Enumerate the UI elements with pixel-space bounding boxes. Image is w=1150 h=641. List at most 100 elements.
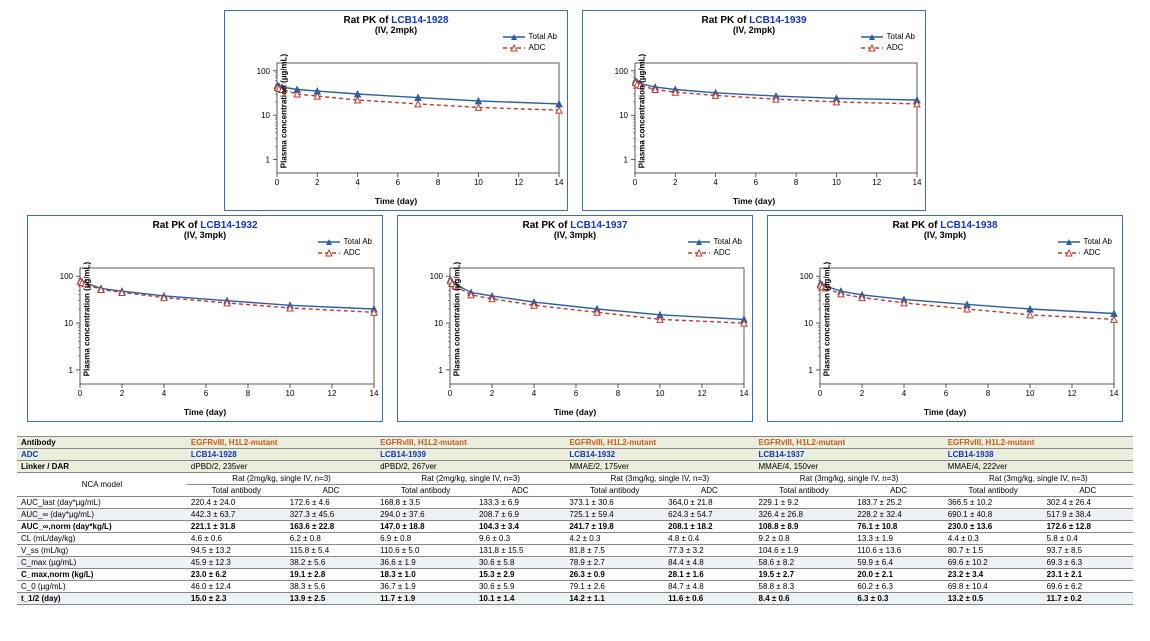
svg-text:4: 4 — [713, 178, 718, 187]
svg-text:1: 1 — [809, 366, 814, 375]
panel-inner: Rat PK of LCB14-1928 (IV, 2mpk) Total Ab… — [225, 11, 567, 210]
pk-summary-table: AntibodyEGFRvIII, H1L2-mutantEGFRvIII, H… — [17, 436, 1133, 605]
svg-text:4: 4 — [355, 178, 360, 187]
chart-row-top: Rat PK of LCB14-1928 (IV, 2mpk) Total Ab… — [0, 10, 1150, 211]
legend-totalab: Total Ab — [529, 31, 557, 42]
pk-chart-panel: Rat PK of LCB14-1937 (IV, 3mpk) Total Ab… — [397, 215, 753, 422]
x-axis-label: Time (day) — [225, 196, 567, 210]
table-row: AUC_∞,norm (day*kg/L)221.1 ± 31.8163.6 ±… — [17, 521, 1133, 533]
svg-text:1: 1 — [624, 156, 629, 165]
svg-text:10: 10 — [656, 389, 665, 398]
panel-inner: Rat PK of LCB14-1938 (IV, 3mpk) Total Ab… — [768, 216, 1122, 421]
svg-text:0: 0 — [448, 389, 453, 398]
svg-text:100: 100 — [60, 272, 74, 281]
svg-text:6: 6 — [754, 178, 759, 187]
svg-text:0: 0 — [78, 389, 83, 398]
legend-adc: ADC — [1084, 247, 1101, 258]
pk-chart-panel: Rat PK of LCB14-1938 (IV, 3mpk) Total Ab… — [767, 215, 1123, 422]
chart-title: Rat PK of LCB14-1939 — [583, 11, 925, 26]
svg-text:8: 8 — [986, 389, 991, 398]
chart-legend: Total Ab ADC — [861, 31, 915, 53]
table-row: C_max,norm (kg/L)23.0 ± 6.219.1 ± 2.818.… — [17, 569, 1133, 581]
svg-text:100: 100 — [430, 272, 444, 281]
svg-text:12: 12 — [328, 389, 337, 398]
x-axis-label: Time (day) — [583, 196, 925, 210]
pk-chart-panel: Rat PK of LCB14-1928 (IV, 2mpk) Total Ab… — [224, 10, 568, 211]
svg-text:14: 14 — [913, 178, 922, 187]
pk-chart-panel: Rat PK of LCB14-1939 (IV, 2mpk) Total Ab… — [582, 10, 926, 211]
svg-text:8: 8 — [616, 389, 621, 398]
table-row: CL (mL/day/kg)4.6 ± 0.66.2 ± 0.86.9 ± 0.… — [17, 533, 1133, 545]
svg-text:2: 2 — [490, 389, 495, 398]
x-axis-label: Time (day) — [28, 407, 382, 421]
table-row: AUC_∞ (day*µg/mL)442.3 ± 63.7327.3 ± 45.… — [17, 509, 1133, 521]
svg-text:10: 10 — [286, 389, 295, 398]
chart-legend: Total Ab ADC — [503, 31, 557, 53]
legend-adc: ADC — [714, 247, 731, 258]
svg-text:100: 100 — [257, 67, 271, 76]
legend-adc: ADC — [529, 42, 546, 53]
svg-text:8: 8 — [436, 178, 441, 187]
svg-text:2: 2 — [315, 178, 320, 187]
svg-text:0: 0 — [275, 178, 280, 187]
svg-text:10: 10 — [1026, 389, 1035, 398]
svg-text:14: 14 — [1110, 389, 1119, 398]
svg-text:6: 6 — [204, 389, 209, 398]
pk-chart-panel: Rat PK of LCB14-1932 (IV, 3mpk) Total Ab… — [27, 215, 383, 422]
figure-page: Rat PK of LCB14-1928 (IV, 2mpk) Total Ab… — [0, 0, 1150, 615]
svg-text:8: 8 — [794, 178, 799, 187]
svg-text:6: 6 — [396, 178, 401, 187]
svg-text:1: 1 — [69, 366, 74, 375]
x-axis-label: Time (day) — [768, 407, 1122, 421]
panel-inner: Rat PK of LCB14-1939 (IV, 2mpk) Total Ab… — [583, 11, 925, 210]
y-axis-label: Plasma concentration (µg/mL) — [280, 53, 289, 167]
svg-text:10: 10 — [261, 111, 270, 120]
legend-totalab: Total Ab — [344, 236, 372, 247]
chart-title: Rat PK of LCB14-1937 — [398, 216, 752, 231]
legend-adc: ADC — [344, 247, 361, 258]
legend-totalab: Total Ab — [887, 31, 915, 42]
svg-text:10: 10 — [619, 111, 628, 120]
svg-text:4: 4 — [532, 389, 537, 398]
svg-text:12: 12 — [872, 178, 881, 187]
svg-text:10: 10 — [64, 319, 73, 328]
svg-text:1: 1 — [266, 156, 271, 165]
svg-text:12: 12 — [698, 389, 707, 398]
chart-legend: Total Ab ADC — [688, 236, 742, 258]
svg-text:10: 10 — [832, 178, 841, 187]
svg-text:4: 4 — [162, 389, 167, 398]
svg-text:12: 12 — [1068, 389, 1077, 398]
table-row: C_0 (µg/mL)46.0 ± 12.438.3 ± 5.636.7 ± 1… — [17, 581, 1133, 593]
table-row: AUC_last (day*µg/mL)220.4 ± 24.0172.6 ± … — [17, 497, 1133, 509]
svg-text:10: 10 — [804, 319, 813, 328]
svg-text:2: 2 — [120, 389, 125, 398]
y-axis-label: Plasma concentration (µg/mL) — [83, 261, 92, 375]
svg-text:2: 2 — [860, 389, 865, 398]
svg-text:6: 6 — [944, 389, 949, 398]
y-axis-label: Plasma concentration (µg/mL) — [823, 261, 832, 375]
legend-totalab: Total Ab — [714, 236, 742, 247]
svg-text:14: 14 — [370, 389, 379, 398]
legend-totalab: Total Ab — [1084, 236, 1112, 247]
svg-text:1: 1 — [439, 366, 444, 375]
svg-text:2: 2 — [673, 178, 678, 187]
chart-title: Rat PK of LCB14-1932 — [28, 216, 382, 231]
y-axis-label: Plasma concentration (µg/mL) — [638, 53, 647, 167]
svg-text:14: 14 — [555, 178, 564, 187]
table-row: V_ss (mL/kg)94.5 ± 13.2115.8 ± 5.4110.6 … — [17, 545, 1133, 557]
chart-legend: Total Ab ADC — [1058, 236, 1112, 258]
x-axis-label: Time (day) — [398, 407, 752, 421]
svg-text:14: 14 — [740, 389, 749, 398]
chart-row-bottom: Rat PK of LCB14-1932 (IV, 3mpk) Total Ab… — [0, 215, 1150, 422]
y-axis-label: Plasma concentration (µg/mL) — [453, 261, 462, 375]
chart-title: Rat PK of LCB14-1928 — [225, 11, 567, 26]
chart-title: Rat PK of LCB14-1938 — [768, 216, 1122, 231]
table-row: t_1/2 (day)15.0 ± 2.313.9 ± 2.511.7 ± 1.… — [17, 593, 1133, 605]
svg-text:0: 0 — [633, 178, 638, 187]
panel-inner: Rat PK of LCB14-1937 (IV, 3mpk) Total Ab… — [398, 216, 752, 421]
svg-text:10: 10 — [474, 178, 483, 187]
svg-text:8: 8 — [246, 389, 251, 398]
legend-adc: ADC — [887, 42, 904, 53]
svg-text:12: 12 — [514, 178, 523, 187]
pk-table-host: AntibodyEGFRvIII, H1L2-mutantEGFRvIII, H… — [0, 436, 1150, 605]
